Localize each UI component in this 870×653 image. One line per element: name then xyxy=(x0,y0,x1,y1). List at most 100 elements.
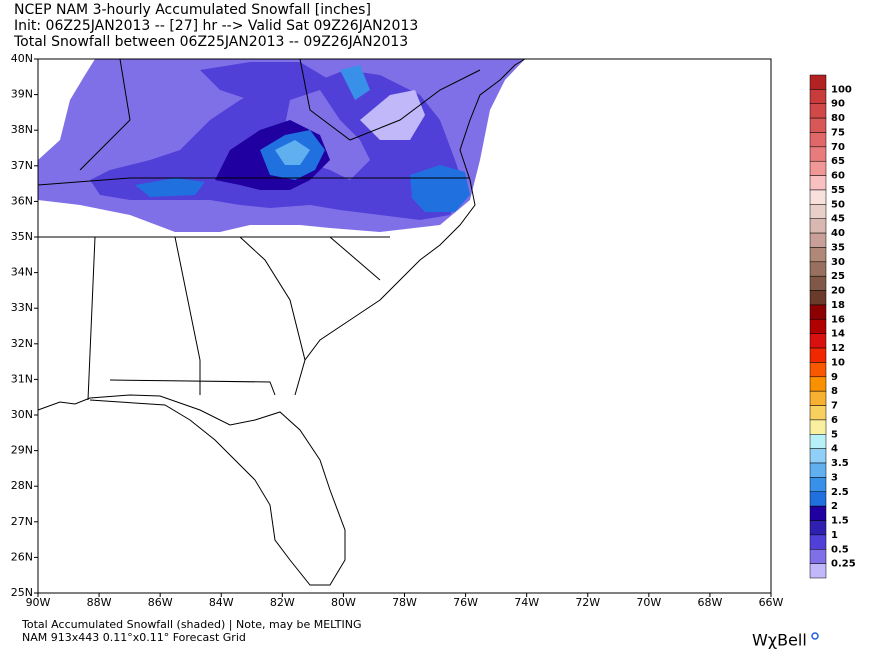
colorbar-label: 10 xyxy=(831,357,845,368)
colorbar-box xyxy=(809,462,827,478)
colorbar-box xyxy=(809,520,827,536)
colorbar-box xyxy=(809,390,827,406)
colorbar-label: 60 xyxy=(831,171,845,182)
lon-label: 70W xyxy=(636,596,661,609)
lon-label: 82W xyxy=(270,596,295,609)
logo-dot xyxy=(811,632,819,640)
colorbar-label: 70 xyxy=(831,142,845,153)
colorbar-box xyxy=(809,146,827,162)
colorbar-label: 100 xyxy=(831,84,852,95)
colorbar-label: 9 xyxy=(831,372,838,383)
colorbar-label: 80 xyxy=(831,113,845,124)
boundaries xyxy=(37,58,526,586)
colorbar-box xyxy=(809,175,827,191)
title-line: Init: 06Z25JAN2013 -- [27] hr --> Valid … xyxy=(14,18,418,34)
title-line: Total Snowfall between 06Z25JAN2013 -- 0… xyxy=(13,34,408,50)
colorbar-label: 1 xyxy=(831,530,838,541)
colorbar-label: 30 xyxy=(831,257,845,268)
colorbar-label: 2 xyxy=(831,501,838,512)
colorbar-box xyxy=(809,434,827,449)
colorbar-box xyxy=(809,347,827,363)
colorbar-label: 5 xyxy=(831,429,838,440)
lat-label: 32N xyxy=(11,337,33,350)
colorbar-box xyxy=(809,132,827,148)
colorbar-box xyxy=(809,218,827,234)
colorbar-label: 0.5 xyxy=(831,544,849,555)
colorbar-box xyxy=(809,376,827,392)
lon-label: 86W xyxy=(148,596,173,609)
colorbar-box xyxy=(809,74,827,90)
lon-label: 78W xyxy=(392,596,417,609)
footer-line: Total Accumulated Snowfall (shaded) | No… xyxy=(21,618,362,631)
colorbar-box xyxy=(809,275,827,291)
colorbar-box xyxy=(809,362,827,378)
lat-label: 29N xyxy=(11,444,33,457)
lat-label: 39N xyxy=(11,88,33,101)
lat-label: 40N xyxy=(11,52,33,65)
colorbar-label: 6 xyxy=(831,415,838,426)
lat-label: 34N xyxy=(11,266,33,279)
colorbar-box xyxy=(809,117,827,133)
lon-label: 68W xyxy=(697,596,722,609)
colorbar-box xyxy=(809,261,827,277)
colorbar-box xyxy=(809,419,827,435)
title-line: NCEP NAM 3-hourly Accumulated Snowfall [… xyxy=(14,2,371,18)
lon-label: 80W xyxy=(331,596,356,609)
colorbar-label: 25 xyxy=(831,271,845,282)
colorbar-box xyxy=(809,505,827,521)
colorbar-label: 3.5 xyxy=(831,458,849,469)
colorbar-label: 4 xyxy=(831,444,838,455)
colorbar-label: 90 xyxy=(831,99,845,110)
colorbar-label: 35 xyxy=(831,242,845,253)
lat-label: 27N xyxy=(11,515,33,528)
colorbar-label: 12 xyxy=(831,343,845,354)
lon-label: 88W xyxy=(87,596,112,609)
lon-label: 84W xyxy=(209,596,234,609)
lat-label: 36N xyxy=(11,194,33,207)
colorbar-label: 50 xyxy=(831,199,845,210)
lat-label: 38N xyxy=(11,123,33,136)
colorbar-label: 8 xyxy=(831,386,838,397)
lon-label: 66W xyxy=(759,596,784,609)
colorbar-box xyxy=(809,103,827,119)
colorbar-box xyxy=(809,333,827,349)
colorbar-box xyxy=(809,232,827,248)
colorbar-label: 16 xyxy=(831,314,845,325)
colorbar-box xyxy=(809,477,827,493)
snow-shading xyxy=(38,59,525,232)
colorbar-label: 40 xyxy=(831,228,845,239)
colorbar-label: 45 xyxy=(831,214,845,225)
colorbar-box xyxy=(809,319,827,334)
colorbar-box xyxy=(809,89,827,104)
colorbar-box xyxy=(809,290,827,306)
lat-label: 28N xyxy=(11,479,33,492)
colorbar-label: 3 xyxy=(831,472,838,483)
colorbar-label: 0.25 xyxy=(831,559,856,570)
colorbar-label: 1.5 xyxy=(831,516,849,527)
footer-line: NAM 913x443 0.11°x0.11° Forecast Grid xyxy=(22,631,246,644)
lon-label: 74W xyxy=(514,596,539,609)
colorbar-box xyxy=(809,204,827,219)
colorbar-box xyxy=(809,247,827,263)
lat-label: 35N xyxy=(11,230,33,243)
colorbar-box xyxy=(809,304,827,320)
colorbar-label: 7 xyxy=(831,401,838,412)
colorbar-box xyxy=(809,189,827,205)
colorbar-label: 55 xyxy=(831,185,845,196)
colorbar-box xyxy=(809,160,827,176)
lon-label: 90W xyxy=(26,596,51,609)
colorbar-box xyxy=(809,549,827,564)
colorbar-label: 20 xyxy=(831,286,845,297)
logo: WχBell xyxy=(752,631,807,650)
lon-label: 72W xyxy=(575,596,600,609)
lat-label: 30N xyxy=(11,408,33,421)
colorbar-label: 65 xyxy=(831,156,845,167)
colorbar-label: 14 xyxy=(831,329,845,340)
lat-label: 33N xyxy=(11,301,33,314)
lat-label: 37N xyxy=(11,159,33,172)
colorbar-label: 18 xyxy=(831,300,845,311)
colorbar-label: 75 xyxy=(831,127,845,138)
colorbar-box xyxy=(809,405,827,421)
